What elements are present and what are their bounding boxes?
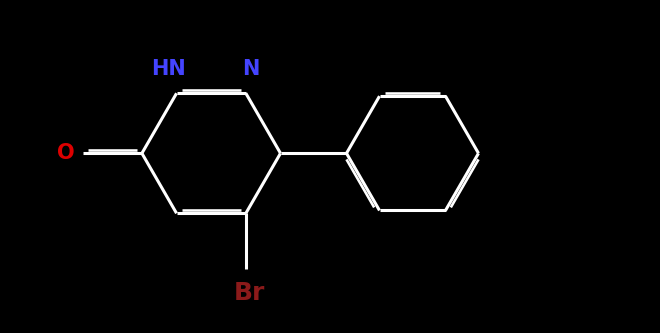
Text: HN: HN bbox=[151, 59, 186, 79]
Text: Br: Br bbox=[234, 281, 265, 305]
Text: O: O bbox=[57, 143, 75, 163]
Text: N: N bbox=[242, 59, 260, 79]
